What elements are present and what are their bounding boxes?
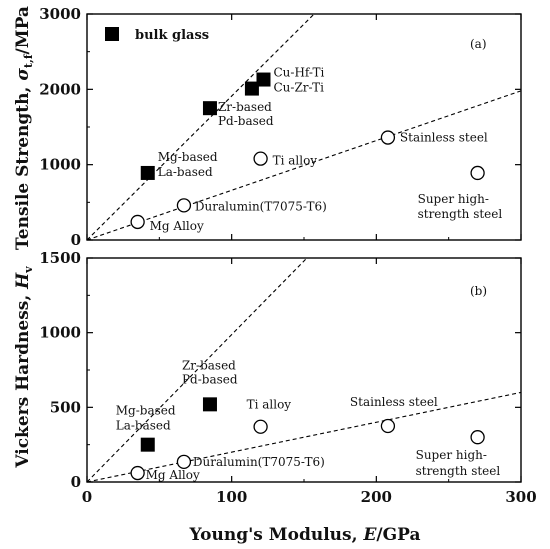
x-tick-label: 300 (505, 488, 536, 506)
panel-b-y-tick-label: 1500 (39, 249, 81, 267)
panel-b-label-mg-alloy: Mg Alloy (146, 468, 200, 482)
panel-a-tag: (a) (470, 37, 487, 51)
panel-a-label-super-high: Super high-strength steel (418, 192, 503, 221)
panel-a-point-zr-based (202, 101, 217, 116)
panel-b-point-zr-based (202, 397, 217, 412)
panel-b-y-tick-label: 1000 (39, 324, 81, 342)
panel-b-vickers-hardness: 0 500 1000 1500 0 100 200 300 Mg-based La-basedZr… (39, 249, 536, 506)
panel-a-label-stainless-steel: Stainless steel (400, 131, 488, 145)
panel-b-frame (86, 257, 522, 483)
panel-b-y-tick-label: 500 (50, 398, 81, 416)
panel-a-reference-line-1 (87, 14, 315, 240)
panel-b-reference-line-2 (87, 391, 521, 482)
panel-b-label-stainless-steel: Stainless steel (350, 395, 438, 409)
panel-a-label-mg-based: Mg-based La-based (158, 150, 218, 179)
panel-a-point-mg-based (140, 165, 155, 180)
panel-b-point-stainless-steel (380, 418, 396, 434)
panel-a-label-ti-alloy: Ti alloy (273, 154, 318, 168)
panel-a-frame (86, 13, 522, 241)
panel-a-ylabel: Tensile Strength, σt,f/MPa (13, 6, 35, 250)
panel-a-y-tick-label: 3000 (39, 5, 81, 23)
x-axis-label: Young's Modulus, E/GPa (189, 525, 421, 545)
x-tick-label: 0 (82, 488, 92, 506)
panel-a-point-duralumin-t7075-t6 (176, 198, 192, 213)
panel-a-y-tick-label: 0 (71, 231, 81, 249)
panel-a-label-duralumin-t7075-t6: Duralumin(T7075-T6) (195, 199, 327, 213)
panel-a-label-mg-alloy: Mg Alloy (150, 219, 204, 233)
x-tick-label: 100 (216, 488, 247, 506)
panel-b-ylabel: Vickers Hardness, Hv (13, 266, 35, 469)
panel-a-point-cu-hf-ti (256, 72, 271, 87)
panel-b-label-super-high: Super high-strength steel (416, 448, 501, 478)
panel-a-point-stainless-steel (380, 130, 396, 145)
panel-a-label-cu-hf-ti: Cu-Hf-Ti Cu-Zr-Ti (273, 66, 324, 95)
panel-b-reference-line-1 (87, 258, 308, 482)
panel-b-label-mg-based: Mg-based La-based (116, 404, 176, 433)
panel-b-label-zr-based: Zr-based Pd-based (182, 358, 238, 386)
panel-b-label-ti-alloy: Ti alloy (247, 398, 292, 412)
panel-b-point-mg-based (140, 437, 155, 452)
panel-b-y-tick-label: 0 (71, 473, 81, 491)
legend-label-bulk-glass: bulk glass (135, 28, 209, 43)
panel-b-tag: (b) (470, 284, 487, 298)
panel-a-point-mg-alloy (130, 214, 145, 230)
panel-b-label-duralumin-t7075-t6: Duralumin(T7075-T6) (193, 455, 325, 469)
legend-marker-bulk-glass (105, 27, 119, 41)
panel-a-point-super-high (470, 165, 485, 181)
x-tick-label: 200 (361, 488, 392, 506)
panel-b-point-mg-alloy (130, 465, 145, 481)
panel-a-label-zr-based: Zr-based Pd-based (218, 100, 274, 128)
panel-a-y-tick-label: 1000 (39, 156, 81, 174)
panel-b-point-duralumin-t7075-t6 (176, 454, 192, 469)
panel-b-point-super-high (470, 430, 485, 445)
panel-a-y-tick-label: 2000 (39, 80, 81, 98)
panel-b-point-ti-alloy (253, 419, 268, 434)
panel-a-point-ti-alloy (253, 151, 268, 166)
panel-a-point-point (244, 81, 259, 96)
